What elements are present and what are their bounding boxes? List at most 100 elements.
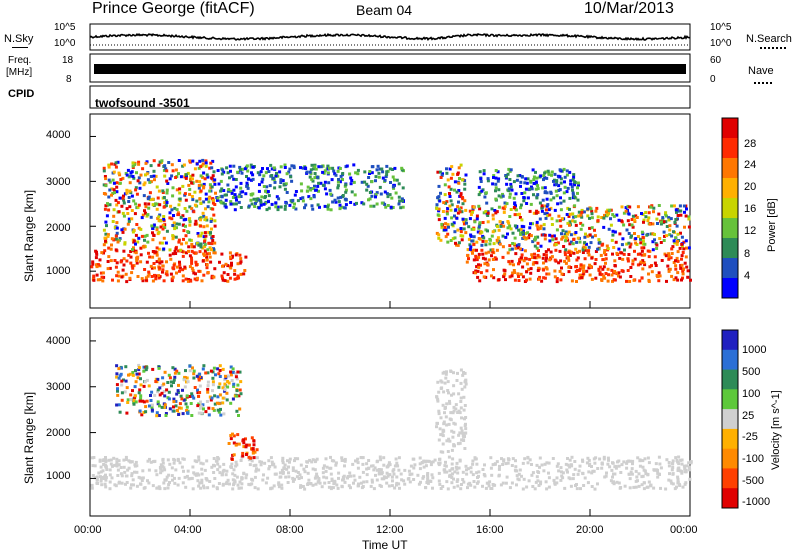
velocity-cell [125, 386, 129, 390]
power-cell [154, 277, 158, 281]
power-cell [171, 237, 175, 241]
power-cell [461, 217, 465, 221]
velocity-cell [235, 409, 239, 413]
power-cell [385, 192, 389, 196]
power-cell [250, 178, 253, 182]
power-cell [477, 255, 481, 259]
power-cell [210, 242, 214, 246]
power-cell [533, 256, 537, 260]
power-cell [550, 234, 554, 238]
velocity-cell [200, 472, 204, 476]
velocity-cell [370, 480, 374, 484]
power-cell [281, 179, 285, 183]
power-cell [643, 263, 647, 267]
velocity-cell [642, 487, 646, 491]
velocity-cell [677, 455, 681, 459]
power-cell [172, 221, 176, 225]
power-cell [198, 250, 202, 254]
power-cell [255, 197, 259, 201]
power-cell [128, 189, 132, 193]
power-cell [468, 217, 472, 221]
power-cell [545, 197, 549, 201]
power-cell [676, 259, 680, 263]
velocity-cell [252, 456, 256, 460]
velocity-cell [671, 466, 675, 469]
power-cell [163, 164, 167, 168]
power-cell [462, 227, 466, 231]
velocity-cell [514, 469, 518, 473]
velocity-cell [220, 473, 224, 477]
power-cell [450, 203, 454, 207]
velocity-cell [185, 380, 188, 384]
power-cell [290, 164, 294, 168]
power-cell [627, 232, 631, 235]
power-cell [546, 203, 550, 207]
velocity-cell [685, 464, 689, 468]
power-cell [140, 277, 144, 281]
velocity-cell [227, 374, 230, 378]
power-cell [513, 213, 517, 217]
power-cell [104, 177, 108, 181]
velocity-cell [269, 487, 273, 491]
power-cell [534, 187, 538, 191]
power-cell [566, 186, 570, 190]
power-cell [477, 185, 481, 189]
power-cell [205, 255, 209, 259]
power-cell [487, 258, 491, 262]
velocity-cell [320, 485, 324, 489]
velocity-colorbar-swatch [722, 349, 738, 371]
power-cell [167, 161, 171, 164]
velocity-cell [445, 480, 449, 484]
power-cell [565, 190, 569, 194]
velocity-cell [218, 375, 222, 378]
power-cell [567, 230, 571, 234]
velocity-cell [641, 459, 645, 463]
velocity-cell [458, 431, 462, 435]
velocity-cell [235, 475, 239, 479]
velocity-cell [213, 477, 217, 480]
power-cell [141, 213, 145, 217]
velocity-cell [487, 484, 491, 488]
velocity-cell [489, 456, 493, 460]
velocity-cell [197, 458, 201, 462]
velocity-cell [201, 403, 205, 407]
velocity-cell [547, 485, 551, 489]
power-cell [665, 279, 668, 283]
power-cell [577, 269, 581, 272]
power-cell [520, 218, 524, 222]
power-cell [131, 161, 135, 165]
velocity-cell [104, 458, 108, 462]
velocity-cell [287, 465, 290, 469]
velocity-cell [617, 459, 621, 463]
velocity-cell [323, 481, 327, 485]
velocity-cell [452, 485, 456, 489]
power-cell [91, 260, 95, 264]
power-cell [593, 262, 597, 266]
power-cell [374, 193, 378, 197]
power-cell [544, 208, 548, 212]
power-cell [314, 167, 318, 171]
power-cell [467, 237, 471, 241]
velocity-cell [514, 465, 518, 469]
power-cell [658, 237, 662, 240]
power-cell [181, 254, 185, 258]
velocity-cell [283, 463, 287, 467]
power-cell [311, 207, 315, 211]
velocity-cell [521, 487, 525, 491]
velocity-cell [287, 475, 291, 479]
velocity-cell [218, 465, 222, 469]
power-cell [470, 227, 474, 231]
velocity-cell [393, 486, 397, 490]
power-cell [460, 178, 464, 182]
power-cell [604, 210, 608, 214]
power-cell [109, 247, 113, 251]
power-cell [515, 178, 519, 182]
velocity-cell [392, 468, 396, 472]
velocity-cell [658, 473, 661, 476]
power-cell [647, 280, 651, 283]
power-cell [627, 241, 631, 245]
velocity-cell [408, 473, 412, 477]
power-cell [225, 166, 229, 170]
power-cell [543, 276, 547, 280]
power-cell [122, 201, 126, 205]
